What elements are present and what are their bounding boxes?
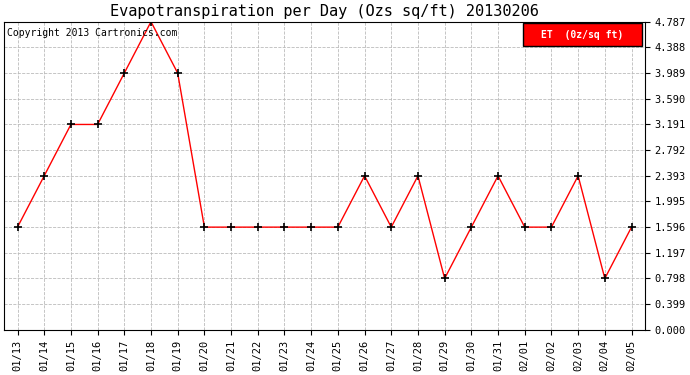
Text: ET  (0z/sq ft): ET (0z/sq ft) xyxy=(541,30,624,40)
Title: Evapotranspiration per Day (Ozs sq/ft) 20130206: Evapotranspiration per Day (Ozs sq/ft) 2… xyxy=(110,4,539,19)
FancyBboxPatch shape xyxy=(523,23,642,46)
Text: Copyright 2013 Cartronics.com: Copyright 2013 Cartronics.com xyxy=(8,28,178,38)
